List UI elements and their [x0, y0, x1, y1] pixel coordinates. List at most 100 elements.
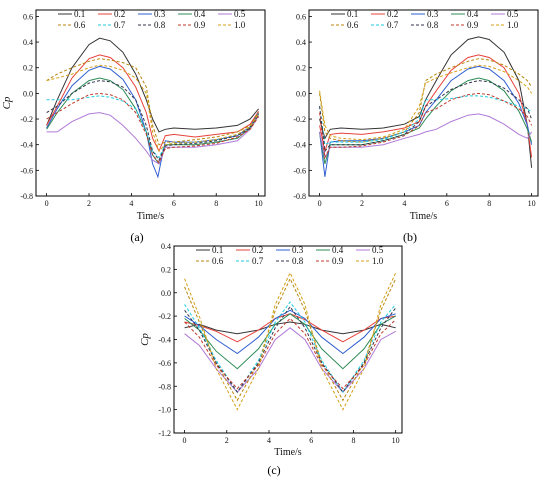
y-tick-label: -1.0 — [158, 406, 171, 415]
y-tick-label: -0.6 — [20, 166, 33, 175]
x-tick-label: 4 — [267, 436, 271, 445]
series-line-0-8 — [46, 80, 260, 162]
series-line-0-3 — [184, 309, 396, 355]
legend-label-0-7: 0.7 — [114, 20, 126, 30]
series-line-0-4 — [184, 313, 396, 370]
x-tick-label: 2 — [225, 436, 229, 445]
x-tick-label: 4 — [129, 199, 133, 208]
x-tick-label: 6 — [309, 436, 313, 445]
legend-label-0-5: 0.5 — [507, 9, 519, 19]
y-tick-label: -0.2 — [293, 115, 306, 124]
x-tick-label: 6 — [172, 199, 176, 208]
x-tick-label: 10 — [392, 436, 400, 445]
x-tick-label: 0 — [45, 199, 49, 208]
legend-label-0-7: 0.7 — [387, 20, 399, 30]
y-tick-label: -0.6 — [158, 359, 171, 368]
legend-label-0-8: 0.8 — [292, 256, 304, 266]
legend-label-0-6: 0.6 — [347, 20, 359, 30]
legend-label-0-2: 0.2 — [387, 9, 398, 19]
legend-label-0-3: 0.3 — [427, 9, 439, 19]
series-line-0-2 — [46, 54, 260, 153]
y-tick-label: -0.4 — [158, 336, 171, 345]
x-tick-label: 8 — [214, 199, 218, 208]
legend-label-0-1: 0.1 — [74, 9, 85, 19]
legend-label-0-2: 0.2 — [114, 9, 125, 19]
panel-label: (a) — [130, 230, 143, 244]
legend-label-0-6: 0.6 — [74, 20, 86, 30]
series-line-0-9 — [46, 92, 260, 164]
y-tick-label: 0.4 — [23, 38, 33, 47]
series-line-0-2 — [319, 54, 533, 158]
x-tick-label: 8 — [487, 199, 491, 208]
series-line-0-5 — [46, 112, 260, 165]
y-tick-label: -0.2 — [158, 312, 171, 321]
legend-label-0-4: 0.4 — [467, 9, 479, 19]
legend-label-0-5: 0.5 — [234, 9, 246, 19]
y-tick-label: -1.2 — [158, 429, 171, 438]
y-tick-label: -0.2 — [20, 115, 33, 124]
y-tick-label: -0.4 — [293, 141, 306, 150]
series-line-1-0 — [319, 64, 533, 141]
plot-frame-1 — [308, 9, 539, 197]
x-tick-label: 10 — [255, 199, 263, 208]
y-tick-label: -0.6 — [293, 166, 306, 175]
panel-label: (b) — [403, 230, 417, 244]
series-line-0-8 — [184, 305, 397, 393]
plot-frame-2 — [173, 245, 403, 434]
legend-label-0-9: 0.9 — [332, 256, 344, 266]
x-tick-label: 0 — [318, 199, 322, 208]
series-line-0-9 — [319, 92, 533, 160]
y-tick-label: -0.8 — [158, 382, 171, 391]
y-tick-label: -0.8 — [293, 192, 306, 201]
legend-label-0-1: 0.1 — [212, 245, 223, 255]
x-tick-label: 0 — [183, 436, 187, 445]
legend-label-0-6: 0.6 — [212, 256, 224, 266]
y-tick-label: 0.6 — [296, 12, 306, 21]
x-tick-label: 2 — [87, 199, 91, 208]
series-line-0-9 — [184, 317, 397, 390]
panel-label: (c) — [267, 463, 280, 477]
y-tick-label: -0.4 — [20, 141, 33, 150]
x-tick-label: 2 — [360, 199, 364, 208]
legend-label-0-8: 0.8 — [154, 20, 166, 30]
legend-label-0-8: 0.8 — [427, 20, 439, 30]
x-tick-label: 8 — [351, 436, 355, 445]
x-axis-label: Time/s — [410, 211, 438, 222]
series-line-0-1 — [319, 36, 533, 168]
plot-frame-0 — [35, 9, 266, 197]
series-line-0-1 — [46, 37, 259, 133]
legend-label-1-0: 1.0 — [507, 20, 519, 30]
x-tick-label: 4 — [402, 199, 406, 208]
y-axis-label: Cp — [139, 333, 151, 346]
series-line-1-0 — [184, 271, 397, 411]
y-tick-label: 0.4 — [296, 38, 306, 47]
y-tick-label: 0.2 — [161, 265, 171, 274]
legend-label-0-9: 0.9 — [467, 20, 479, 30]
legend-label-0-5: 0.5 — [372, 245, 384, 255]
legend-label-0-4: 0.4 — [332, 245, 344, 255]
series-line-0-3 — [319, 65, 533, 177]
x-tick-label: 6 — [445, 199, 449, 208]
legend-label-1-0: 1.0 — [372, 256, 384, 266]
y-tick-label: 0.6 — [23, 12, 33, 21]
series-line-0-4 — [319, 77, 533, 165]
series-line-0-6 — [46, 58, 260, 146]
legend-label-0-9: 0.9 — [194, 20, 206, 30]
series-line-0-7 — [184, 301, 397, 394]
legend-label-0-3: 0.3 — [292, 245, 304, 255]
y-tick-label: 0.0 — [23, 89, 33, 98]
series-line-0-6 — [319, 58, 533, 143]
x-axis-label: Time/s — [137, 211, 165, 222]
y-tick-label: 0.2 — [296, 64, 306, 73]
y-tick-label: 0.4 — [161, 242, 171, 251]
x-axis-label: Time/s — [274, 447, 302, 458]
y-tick-label: 0.2 — [23, 64, 33, 73]
legend-label-0-7: 0.7 — [252, 256, 264, 266]
series-line-0-8 — [319, 80, 533, 153]
legend-label-0-2: 0.2 — [252, 245, 263, 255]
legend-label-0-3: 0.3 — [154, 9, 166, 19]
y-tick-label: 0.0 — [296, 89, 306, 98]
series-line-0-5 — [319, 113, 533, 159]
y-tick-label: -0.8 — [20, 192, 33, 201]
